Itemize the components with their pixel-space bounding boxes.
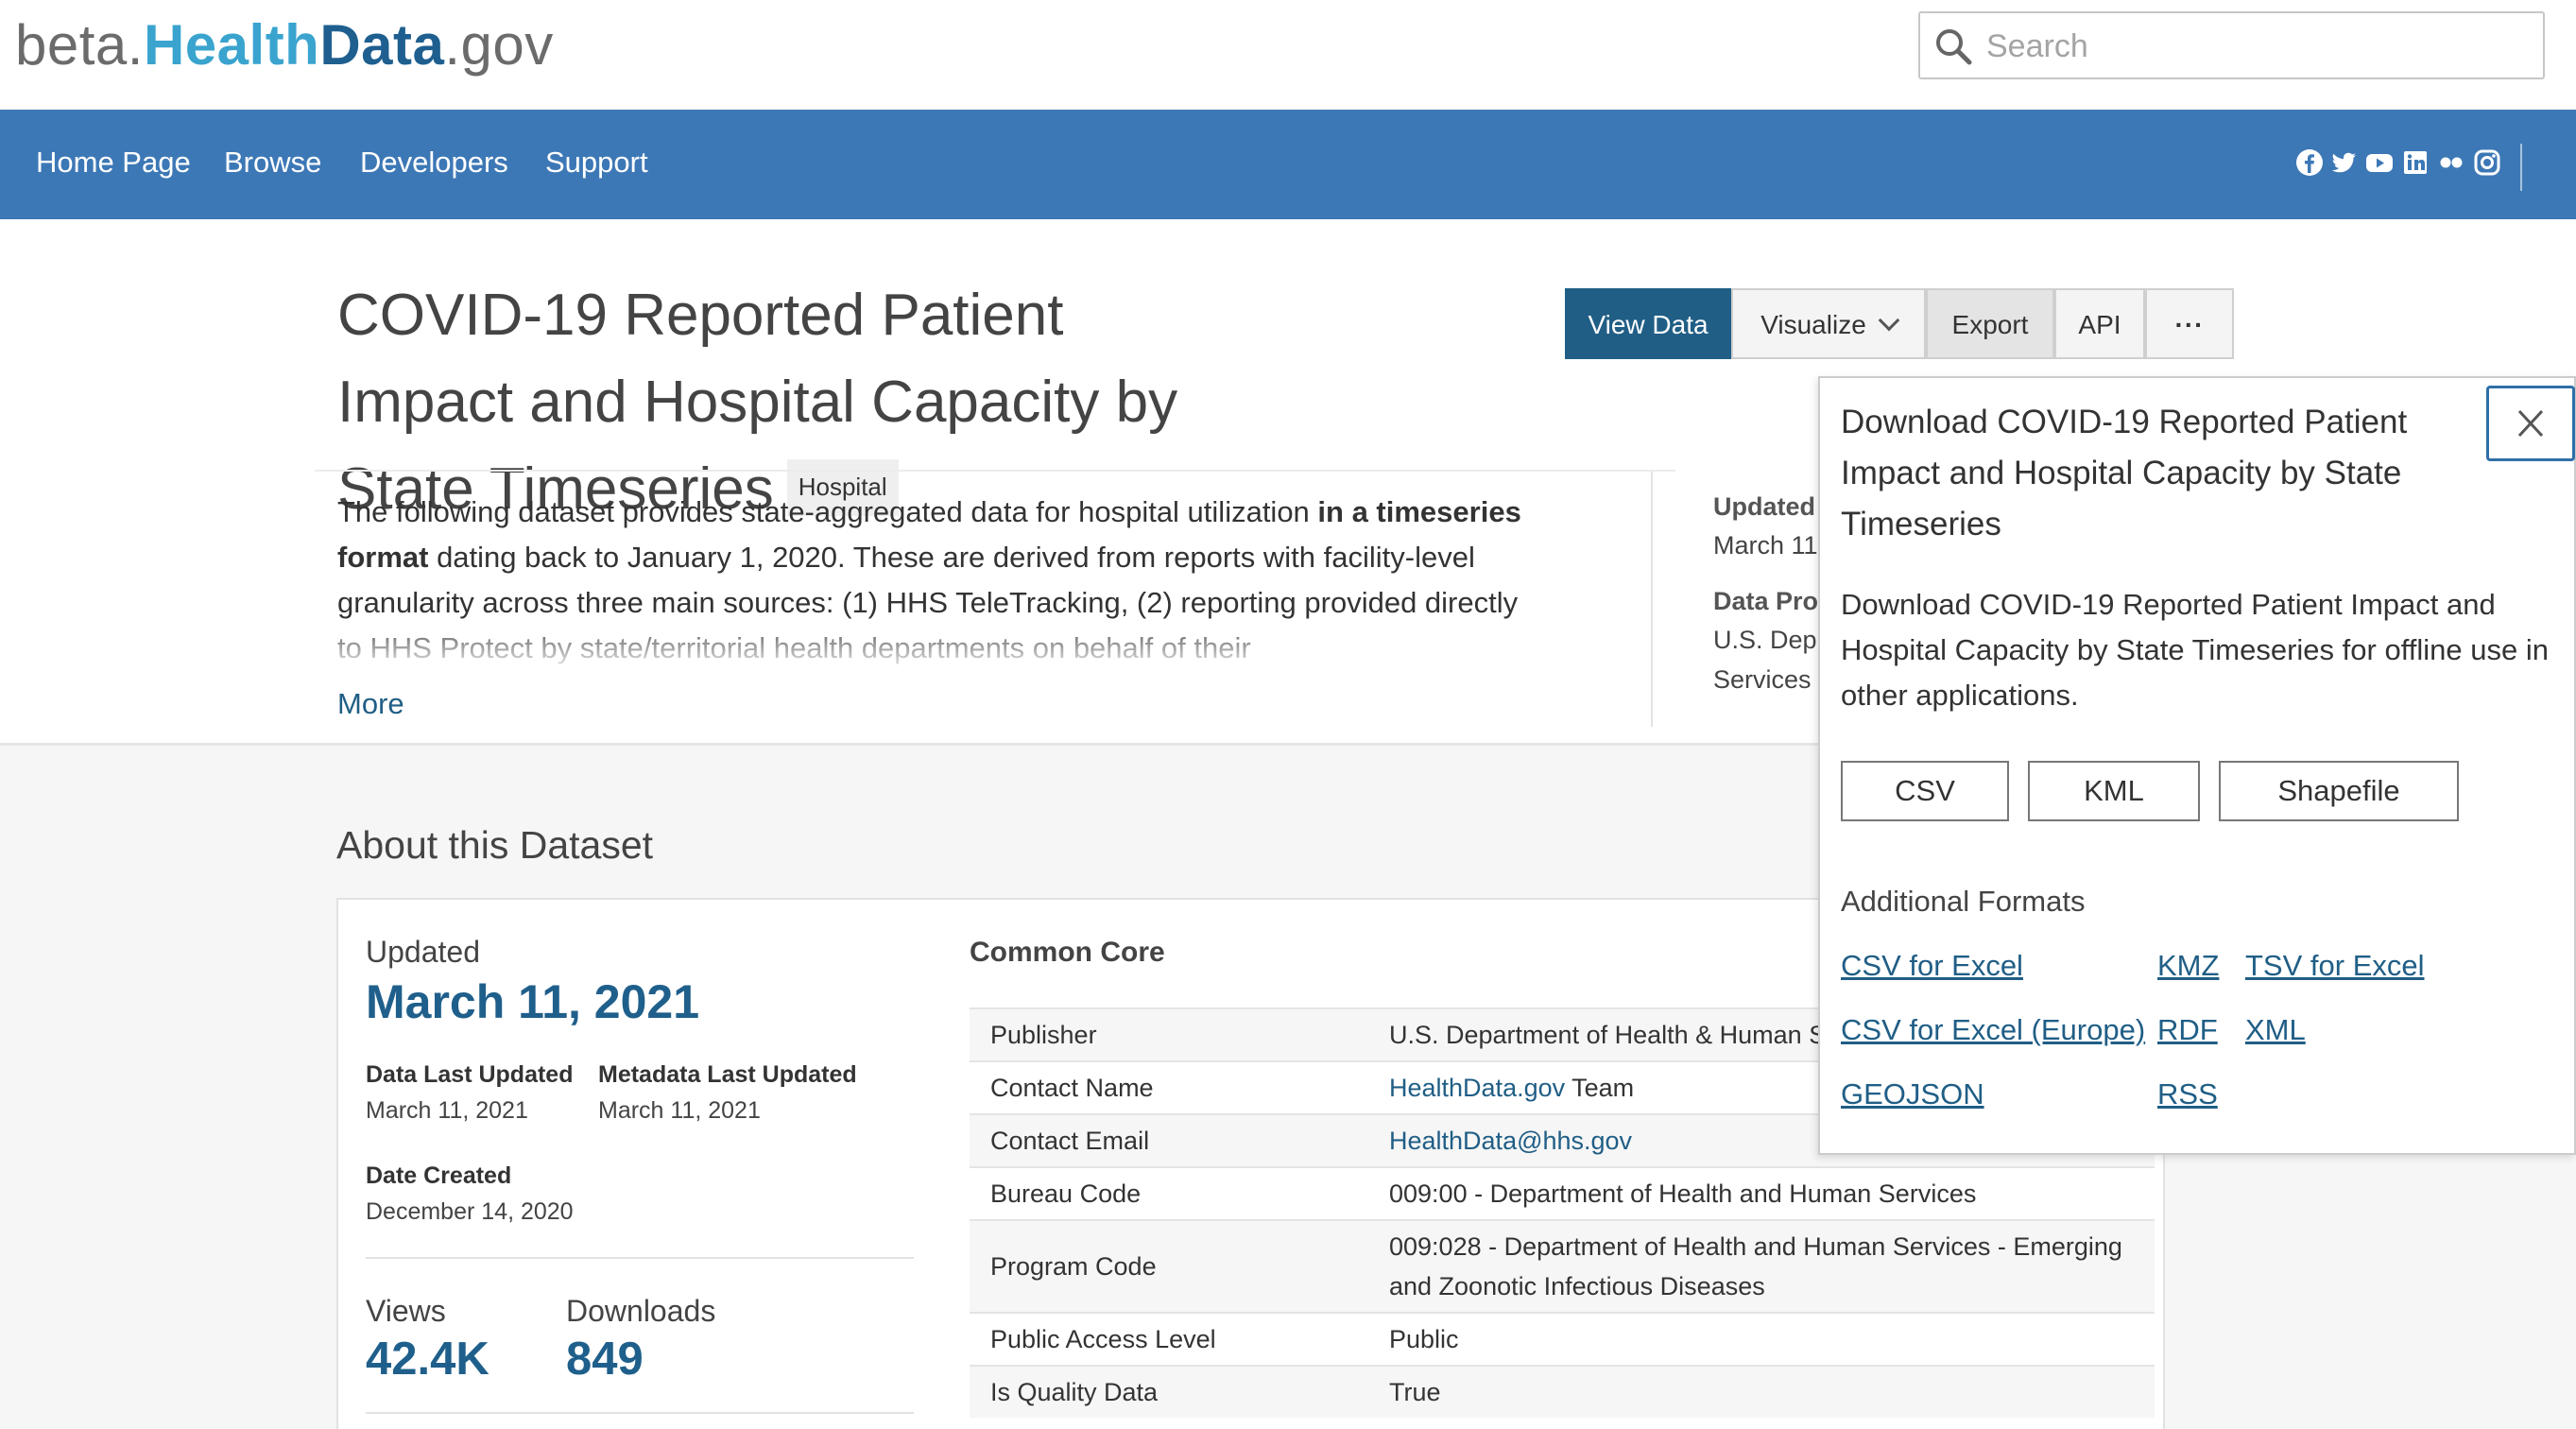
side-provided-value-2: Services xyxy=(1713,665,1812,694)
side-metadata: Updated March 11, 2021 Data Provided By … xyxy=(1713,488,1817,699)
close-button[interactable] xyxy=(2486,386,2575,461)
dataset-title: COVID-19 Reported Patient Impact and Hos… xyxy=(337,283,1178,522)
search-icon xyxy=(1936,29,1972,65)
search-input[interactable] xyxy=(1986,23,2516,70)
about-heading: About this Dataset xyxy=(336,823,654,867)
linkedin-icon[interactable] xyxy=(2400,147,2430,178)
metadata-last-updated-value: March 11, 2021 xyxy=(598,1097,761,1124)
rdf-link[interactable]: RDF xyxy=(2157,1013,2218,1046)
table-row: Bureau Code 009:00 - Department of Healt… xyxy=(970,1166,2155,1220)
nav-support[interactable]: Support xyxy=(545,146,648,179)
updated-value: March 11, 2021 xyxy=(366,975,700,1028)
tsv-for-excel-link[interactable]: TSV for Excel xyxy=(2245,949,2425,982)
nav-divider xyxy=(2520,144,2522,191)
data-last-updated-label: Data Last Updated xyxy=(366,1061,574,1088)
side-updated-label: Updated xyxy=(1713,492,1815,521)
site-header: beta.HealthData.gov xyxy=(0,0,2576,110)
chevron-down-icon xyxy=(1878,309,1900,332)
downloads-value: 849 xyxy=(566,1334,644,1385)
row-key: Is Quality Data xyxy=(970,1365,1368,1418)
views-label: Views xyxy=(366,1294,446,1328)
row-value: Public xyxy=(1368,1312,2155,1366)
nav-browse[interactable]: Browse xyxy=(224,146,322,179)
description-text: The following dataset provides state-agg… xyxy=(337,495,1318,528)
updated-label: Updated xyxy=(366,935,480,969)
page-title: COVID-19 Reported Patient Impact and Hos… xyxy=(337,272,1245,533)
date-created-value: December 14, 2020 xyxy=(366,1198,574,1225)
instagram-icon[interactable] xyxy=(2472,147,2502,178)
download-popover: Download COVID-19 Reported Patient Impac… xyxy=(1818,376,2576,1155)
contact-name-suffix: Team xyxy=(1565,1074,1635,1102)
shapefile-button[interactable]: Shapefile xyxy=(2219,761,2459,821)
table-row: Public Access Level Public xyxy=(970,1312,2155,1366)
common-core-heading: Common Core xyxy=(970,937,1165,968)
table-row: Program Code 009:028 - Department of Hea… xyxy=(970,1219,2155,1313)
nav-home-page[interactable]: Home Page xyxy=(36,146,191,179)
more-options-button[interactable]: ··· xyxy=(2145,288,2234,359)
kmz-link[interactable]: KMZ xyxy=(2157,949,2220,982)
geojson-link[interactable]: GEOJSON xyxy=(1841,1077,1984,1110)
views-value: 42.4K xyxy=(366,1334,489,1385)
table-row: Is Quality Data True xyxy=(970,1365,2155,1418)
divider xyxy=(315,470,1675,472)
row-key: Public Access Level xyxy=(970,1312,1368,1366)
contact-email-link[interactable]: HealthData@hhs.gov xyxy=(1389,1127,1633,1155)
row-key: Bureau Code xyxy=(970,1166,1368,1220)
side-provided-label: Data Provided By xyxy=(1713,587,1817,615)
metadata-last-updated-label: Metadata Last Updated xyxy=(598,1061,857,1088)
divider xyxy=(366,1257,914,1259)
logo-gov: .gov xyxy=(444,13,554,77)
site-logo[interactable]: beta.HealthData.gov xyxy=(15,9,554,81)
xml-link[interactable]: XML xyxy=(2245,1013,2306,1046)
popover-description: Download COVID-19 Reported Patient Impac… xyxy=(1841,588,2549,712)
divider xyxy=(366,1412,914,1414)
data-last-updated-value: March 11, 2021 xyxy=(366,1097,528,1124)
row-value: 009:00 - Department of Health and Human … xyxy=(1368,1166,2155,1220)
kml-button[interactable]: KML xyxy=(2028,761,2200,821)
csv-for-excel-link[interactable]: CSV for Excel xyxy=(1841,949,2023,982)
view-data-button[interactable]: View Data xyxy=(1565,288,1731,359)
popover-title: Download COVID-19 Reported Patient Impac… xyxy=(1841,404,2408,542)
side-updated-value: March 11, 2021 xyxy=(1713,531,1817,560)
side-provided-value: U.S. Department of Health & Human xyxy=(1713,626,1817,654)
csv-button[interactable]: CSV xyxy=(1841,761,2009,821)
api-button[interactable]: API xyxy=(2054,288,2145,359)
row-key: Program Code xyxy=(970,1219,1368,1313)
additional-formats-heading: Additional Formats xyxy=(1841,885,2086,918)
youtube-icon[interactable] xyxy=(2364,147,2395,178)
nav-developers[interactable]: Developers xyxy=(360,146,508,179)
column-divider xyxy=(1651,472,1653,727)
tag-badge[interactable]: Hospital xyxy=(786,458,899,516)
description-bold: in a timeseries format xyxy=(337,495,1521,574)
downloads-label: Downloads xyxy=(566,1294,716,1328)
more-link[interactable]: More xyxy=(337,687,404,720)
main-nav: Home Page Browse Developers Support xyxy=(0,110,2576,219)
row-key: Contact Name xyxy=(970,1060,1368,1114)
contact-name-link[interactable]: HealthData.gov xyxy=(1389,1074,1566,1102)
row-value: True xyxy=(1368,1365,2155,1418)
logo-data: Data xyxy=(319,13,445,77)
twitter-icon[interactable] xyxy=(2328,147,2359,178)
row-value: 009:028 - Department of Health and Human… xyxy=(1368,1219,2155,1313)
row-key: Contact Email xyxy=(970,1113,1368,1167)
logo-beta: beta. xyxy=(15,13,144,77)
common-core-table: Publisher U.S. Department of Health & Hu… xyxy=(970,1007,2155,1418)
row-key: Publisher xyxy=(970,1007,1368,1061)
description-fade xyxy=(337,624,1566,671)
logo-health: Health xyxy=(143,13,320,77)
date-created-label: Date Created xyxy=(366,1162,512,1189)
facebook-icon[interactable] xyxy=(2294,147,2325,178)
close-icon xyxy=(2517,409,2544,438)
visualize-label: Visualize xyxy=(1760,310,1866,339)
visualize-button[interactable]: Visualize xyxy=(1731,288,1926,359)
export-button[interactable]: Export xyxy=(1926,288,2054,359)
search-box[interactable] xyxy=(1918,11,2545,79)
flickr-icon[interactable] xyxy=(2436,147,2466,178)
csv-for-excel-europe-link[interactable]: CSV for Excel (Europe) xyxy=(1841,1013,2146,1046)
rss-link[interactable]: RSS xyxy=(2157,1077,2218,1110)
